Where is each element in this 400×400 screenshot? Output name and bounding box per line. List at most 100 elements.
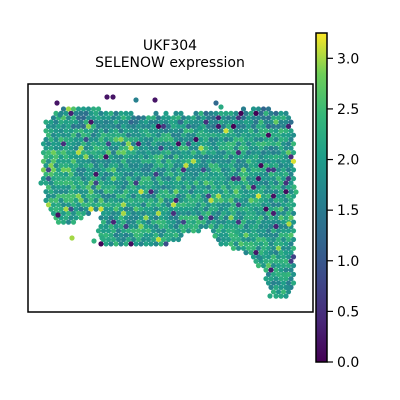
expression-spot — [133, 215, 139, 221]
expression-spot — [230, 184, 237, 190]
expression-spot — [215, 167, 222, 173]
expression-spot — [90, 184, 97, 190]
expression-spot — [175, 236, 182, 243]
expression-spot — [125, 123, 132, 129]
expression-spot — [63, 136, 69, 143]
expression-spot — [238, 154, 244, 160]
colorbar-tick-label: 0.5 — [337, 304, 359, 320]
expression-spot — [148, 171, 154, 177]
expression-spot — [240, 219, 247, 225]
expression-spot — [125, 141, 132, 147]
expression-spot — [63, 119, 69, 125]
expression-spot — [190, 132, 197, 138]
expression-spot — [223, 171, 229, 177]
expression-spot — [258, 197, 264, 203]
expression-spot — [215, 150, 222, 156]
expression-spot — [240, 184, 247, 190]
expression-spot — [110, 115, 117, 121]
expression-spot — [198, 145, 204, 151]
expression-spot — [215, 202, 222, 208]
expression-spot — [270, 210, 277, 216]
expression-spot — [58, 189, 64, 195]
expression-spot — [68, 128, 74, 134]
expression-spot — [65, 184, 72, 190]
expression-spot — [78, 180, 84, 186]
expression-spot — [258, 119, 264, 125]
expression-spot — [240, 158, 247, 164]
expression-spot — [290, 167, 297, 173]
expression-spot — [153, 241, 159, 247]
expression-spot — [150, 150, 157, 156]
expression-spot — [158, 241, 164, 247]
expression-spot — [255, 263, 262, 269]
expression-spot — [270, 158, 277, 164]
expression-spot — [70, 219, 77, 225]
expression-spot — [233, 163, 239, 169]
expression-spot — [268, 189, 274, 195]
expression-spot — [278, 110, 284, 116]
expression-spot — [140, 176, 147, 182]
expression-spot — [145, 115, 152, 121]
expression-spot — [218, 145, 224, 151]
colorbar-tick-label: 1.0 — [337, 254, 359, 270]
expression-spot — [260, 106, 267, 112]
expression-spot — [50, 132, 57, 138]
expression-spot — [53, 145, 59, 151]
expression-spot — [253, 250, 259, 256]
expression-spot — [153, 223, 159, 230]
expression-spot — [115, 236, 122, 243]
expression-spot — [85, 193, 92, 199]
expression-spot — [168, 163, 174, 169]
expression-spot — [238, 215, 244, 221]
expression-spot — [228, 197, 234, 203]
expression-spot — [98, 145, 104, 151]
expression-spot — [280, 280, 287, 286]
expression-spot — [270, 176, 277, 182]
expression-spot — [158, 223, 164, 230]
expression-spot — [225, 123, 232, 129]
expression-spot — [125, 236, 132, 243]
expression-spot — [253, 197, 259, 203]
expression-spot — [270, 184, 277, 190]
expression-spot — [75, 115, 82, 121]
expression-spot — [133, 232, 139, 238]
expression-spot — [98, 110, 104, 116]
expression-spot — [123, 241, 129, 247]
expression-spot — [288, 163, 294, 169]
expression-spot — [278, 232, 284, 238]
expression-spot — [158, 206, 164, 212]
expression-spot — [68, 145, 74, 151]
expression-spot — [140, 210, 147, 216]
expression-spot — [285, 158, 292, 164]
expression-spot — [273, 267, 279, 273]
expression-spot — [210, 150, 217, 156]
expression-spot — [80, 132, 87, 138]
expression-spot — [233, 197, 239, 203]
expression-spot — [193, 145, 199, 151]
expression-spot — [155, 158, 162, 164]
expression-spot — [180, 158, 187, 164]
expression-spot — [78, 119, 84, 125]
expression-spot — [208, 154, 214, 160]
expression-spot — [153, 119, 159, 125]
expression-spot — [273, 215, 279, 221]
expression-spot — [53, 180, 59, 186]
expression-spot — [268, 206, 274, 212]
expression-spot — [180, 184, 187, 190]
expression-spot — [100, 141, 107, 147]
expression-spot — [50, 123, 57, 129]
expression-spot — [275, 210, 282, 216]
expression-spot — [238, 145, 244, 151]
expression-spot — [278, 206, 284, 212]
expression-spot — [245, 202, 252, 208]
expression-spot — [288, 267, 294, 273]
expression-spot — [198, 119, 204, 125]
expression-spot — [88, 110, 94, 116]
expression-spot — [128, 189, 134, 195]
expression-spot — [265, 280, 272, 286]
expression-spot — [263, 154, 269, 160]
expression-spot — [283, 180, 289, 186]
expression-spot — [188, 197, 194, 203]
expression-spot — [255, 106, 262, 112]
expression-spot — [60, 219, 67, 225]
